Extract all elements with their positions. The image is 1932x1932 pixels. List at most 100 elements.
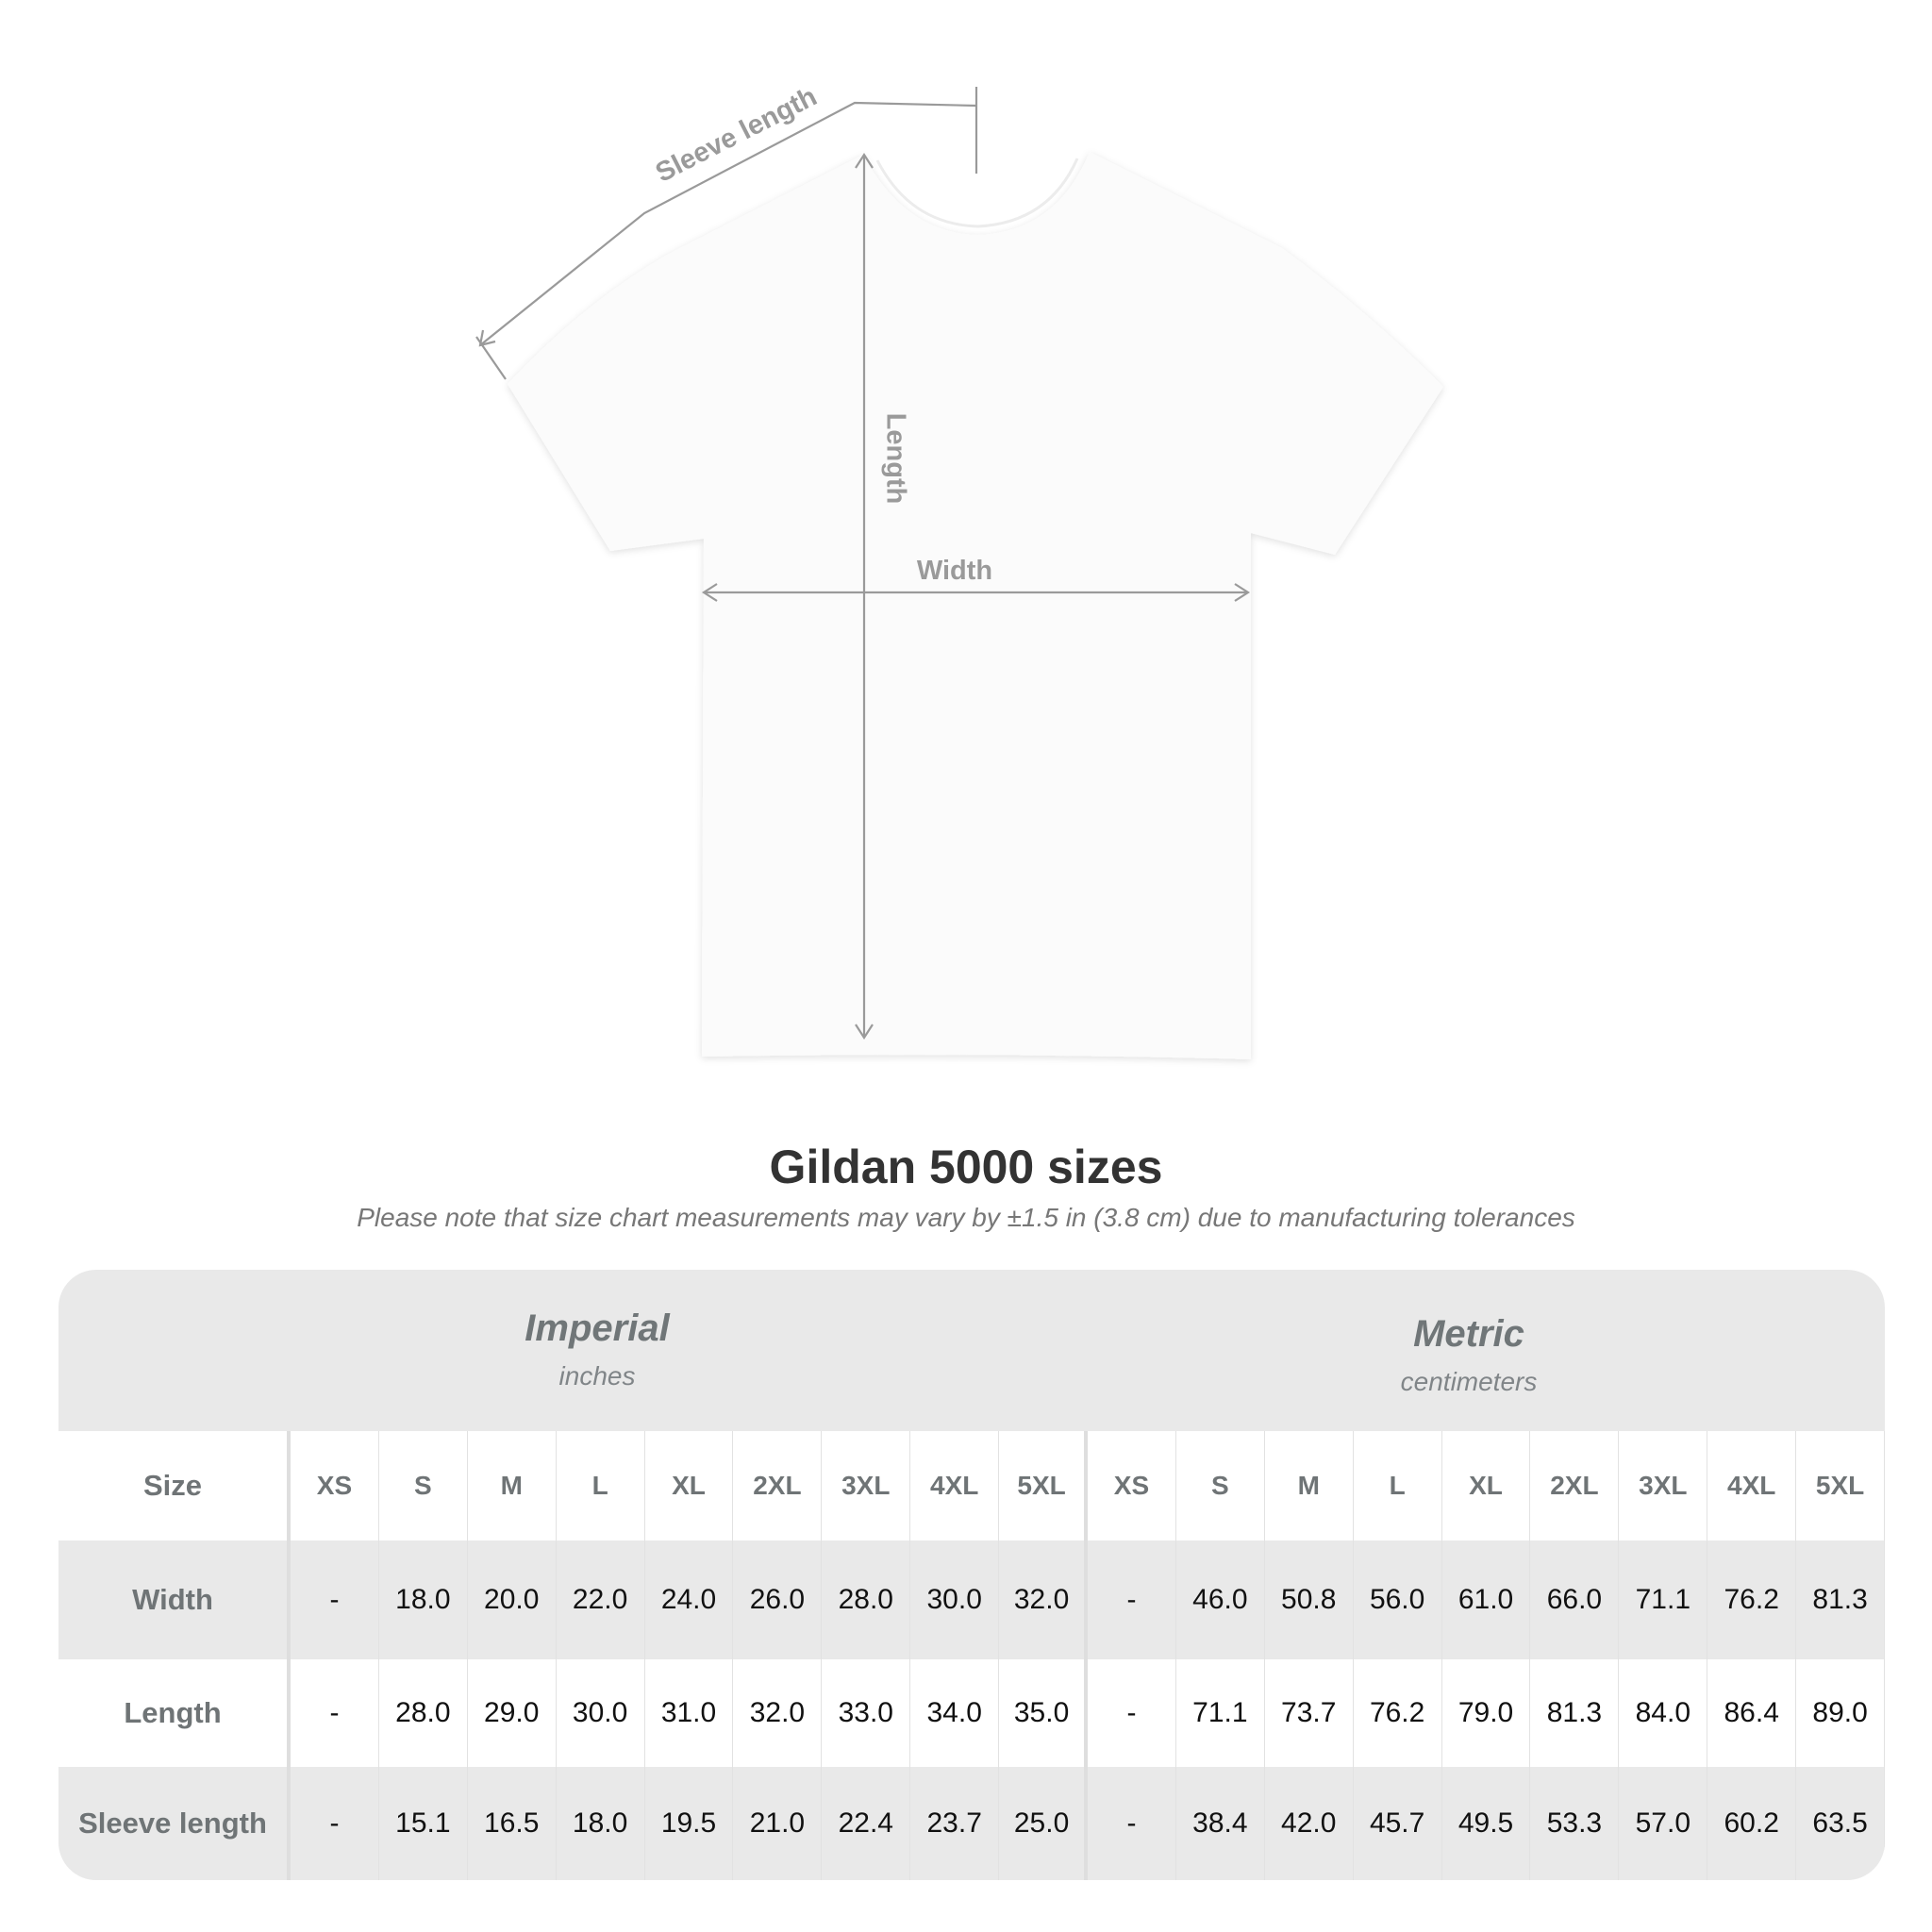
width-arrow-left <box>701 583 718 602</box>
table-cell-metric: 81.3 <box>1796 1541 1885 1659</box>
row-label: Sleeve length <box>58 1767 291 1880</box>
table-cell-imperial: 26.0 <box>733 1541 823 1659</box>
row-label: Width <box>58 1541 291 1659</box>
size-header-imperial: 5XL <box>999 1431 1089 1541</box>
table-cell-metric: 66.0 <box>1530 1541 1620 1659</box>
metric-unit: centimeters <box>1400 1367 1538 1396</box>
tolerance-note: Please note that size chart measurements… <box>357 1203 1575 1232</box>
table-cell-metric: 73.7 <box>1265 1659 1354 1767</box>
table-cell-metric: 71.1 <box>1176 1659 1265 1767</box>
table-row: Width -18.0 20.0 22.0 24.0 26.0 28.0 30.0 32.0-4… <box>58 1541 1885 1659</box>
length-arrow-top <box>855 152 874 169</box>
table-cell-metric: 57.0 <box>1619 1767 1708 1880</box>
table-cell-metric: - <box>1088 1541 1176 1659</box>
table-cell-imperial: 22.4 <box>822 1767 911 1880</box>
metric-title: Metric <box>1413 1313 1524 1355</box>
table-cell-imperial: 22.0 <box>557 1541 645 1659</box>
size-header-imperial: 2XL <box>733 1431 823 1541</box>
table-cell-metric: 49.5 <box>1442 1767 1531 1880</box>
table-cell-metric: 56.0 <box>1354 1541 1442 1659</box>
table-cell-metric: 76.2 <box>1354 1659 1442 1767</box>
row-label: Length <box>58 1659 291 1767</box>
table-cell-imperial: 29.0 <box>468 1659 557 1767</box>
length-label: Length <box>880 413 910 505</box>
table-cell-imperial: 16.5 <box>468 1767 557 1880</box>
sleeve-arrow <box>478 329 496 347</box>
table-cell-imperial: 35.0 <box>999 1659 1089 1767</box>
table-cell-imperial: 19.5 <box>645 1767 734 1880</box>
width-arrow-right <box>1234 583 1251 602</box>
size-header-imperial: L <box>557 1431 645 1541</box>
size-header-metric: L <box>1354 1431 1442 1541</box>
sleeve-length-label: Sleeve length <box>651 81 822 188</box>
table-cell-metric: 84.0 <box>1619 1659 1708 1767</box>
length-arrow-bottom <box>855 1024 874 1041</box>
table-cell-imperial: 33.0 <box>822 1659 911 1767</box>
size-header-metric: XS <box>1088 1431 1176 1541</box>
table-cell-metric: 71.1 <box>1619 1541 1708 1659</box>
size-header-metric: M <box>1265 1431 1354 1541</box>
table-cell-imperial: 23.7 <box>910 1767 1000 1880</box>
table-cell-imperial: 28.0 <box>379 1659 468 1767</box>
table-cell-metric: 50.8 <box>1265 1541 1354 1659</box>
table-cell-metric: - <box>1088 1659 1176 1767</box>
table-cell-metric: 86.4 <box>1707 1659 1797 1767</box>
page-title: Gildan 5000 sizes <box>769 1141 1163 1193</box>
size-header-metric: 2XL <box>1530 1431 1620 1541</box>
table-cell-metric: 42.0 <box>1265 1767 1354 1880</box>
tshirt-shape <box>508 152 1443 1059</box>
table-cell-metric: 45.7 <box>1354 1767 1442 1880</box>
size-table: Imperial inches Metric centimeters Size X… <box>58 1270 1885 1880</box>
table-cell-imperial: 20.0 <box>468 1541 557 1659</box>
imperial-title: Imperial <box>525 1307 670 1349</box>
table-cell-imperial: 32.0 <box>733 1659 823 1767</box>
size-header-row: Size XS S M L XL 2XL 3XL 4XL 5XL XS S M L XL 2XL 3XL 4XL 5… <box>58 1431 1885 1541</box>
table-cell-metric: 63.5 <box>1796 1767 1885 1880</box>
size-header-metric: 3XL <box>1619 1431 1708 1541</box>
size-header-imperial: XS <box>291 1431 379 1541</box>
size-header-metric: S <box>1176 1431 1265 1541</box>
table-cell-imperial: 30.0 <box>910 1541 1000 1659</box>
table-cell-imperial: 28.0 <box>822 1541 911 1659</box>
table-cell-metric: 89.0 <box>1796 1659 1885 1767</box>
metric-header: Metric centimeters <box>1139 1313 1799 1397</box>
table-row: Sleeve length -15.1 16.5 18.0 19.5 21.0 22.4 23… <box>58 1767 1885 1880</box>
sleeve-line <box>479 101 977 346</box>
table-cell-metric: 46.0 <box>1176 1541 1265 1659</box>
size-header-metric: XL <box>1442 1431 1531 1541</box>
table-cell-imperial: 18.0 <box>379 1541 468 1659</box>
table-cell-metric: 60.2 <box>1707 1767 1797 1880</box>
table-cell-metric: 79.0 <box>1442 1659 1531 1767</box>
table-row: Length -28.0 29.0 30.0 31.0 32.0 33.0 34.0 35.0-… <box>58 1659 1885 1767</box>
width-label: Width <box>917 556 992 586</box>
size-header-imperial: M <box>468 1431 557 1541</box>
table-cell-metric: 81.3 <box>1530 1659 1620 1767</box>
table-cell-metric: 76.2 <box>1707 1541 1797 1659</box>
table-cell-imperial: 24.0 <box>645 1541 734 1659</box>
table-cell-imperial: 25.0 <box>999 1767 1089 1880</box>
size-header-imperial: 3XL <box>822 1431 911 1541</box>
table-cell-imperial: 30.0 <box>557 1659 645 1767</box>
size-header-metric: 5XL <box>1796 1431 1885 1541</box>
unit-header-band: Imperial inches Metric centimeters <box>58 1270 1885 1431</box>
size-header-imperial: S <box>379 1431 468 1541</box>
table-cell-metric: 53.3 <box>1530 1767 1620 1880</box>
table-cell-imperial: 32.0 <box>999 1541 1089 1659</box>
size-header-metric: 4XL <box>1707 1431 1797 1541</box>
table-cell-imperial: 31.0 <box>645 1659 734 1767</box>
size-header-imperial: XL <box>645 1431 734 1541</box>
table-cell-metric: 61.0 <box>1442 1541 1531 1659</box>
table-cell-imperial: - <box>291 1767 379 1880</box>
imperial-unit: inches <box>558 1361 636 1391</box>
table-cell-imperial: 21.0 <box>733 1767 823 1880</box>
table-cell-imperial: 15.1 <box>379 1767 468 1880</box>
row-label: Size <box>58 1431 291 1541</box>
table-cell-metric: 38.4 <box>1176 1767 1265 1880</box>
table-cell-imperial: 34.0 <box>910 1659 1000 1767</box>
table-cell-imperial: - <box>291 1659 379 1767</box>
tshirt-diagram: Sleeve length Length Width <box>475 81 1443 1059</box>
imperial-header: Imperial inches <box>267 1307 927 1391</box>
table-cell-imperial: 18.0 <box>557 1767 645 1880</box>
table-cell-metric: - <box>1088 1767 1176 1880</box>
table-cell-imperial: - <box>291 1541 379 1659</box>
